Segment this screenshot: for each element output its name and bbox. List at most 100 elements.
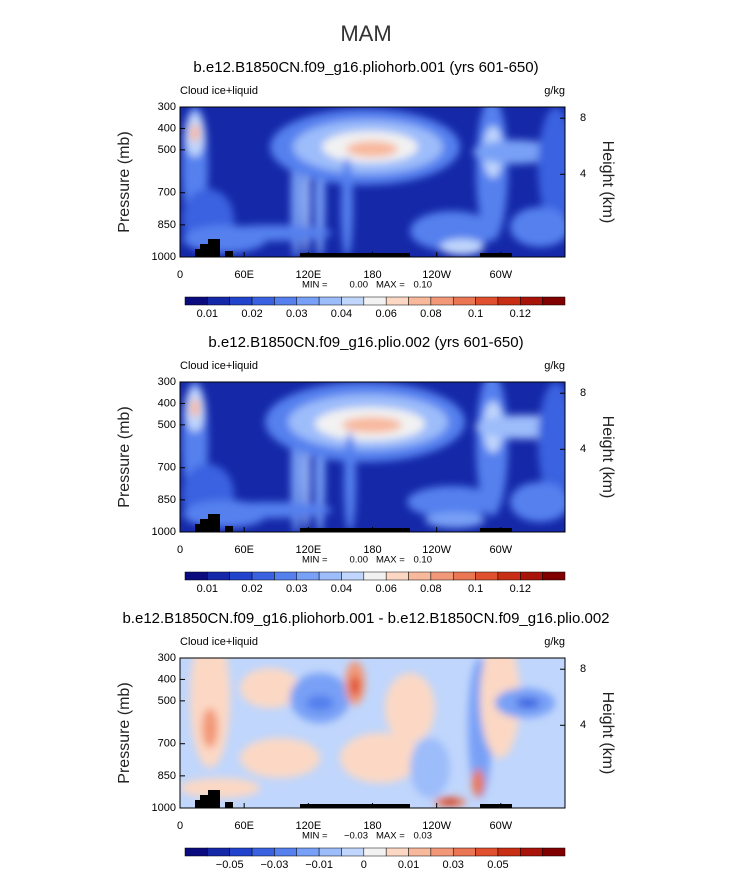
contour-region xyxy=(212,502,332,518)
terrain xyxy=(480,253,512,257)
y-tick-label: 300 xyxy=(158,101,176,113)
terrain xyxy=(300,253,410,257)
colorbar-box xyxy=(497,571,521,581)
y-tick-label: 1000 xyxy=(152,802,176,814)
colorbar-label: 0 xyxy=(361,859,367,871)
x-tick-label: 60E xyxy=(234,544,254,556)
y-tick-label: 300 xyxy=(158,376,176,388)
colorbar-label: 0.01 xyxy=(398,859,419,871)
contour-region xyxy=(516,698,540,708)
y2-tick-label: 4 xyxy=(580,168,586,180)
y2-tick-label: 4 xyxy=(580,719,586,731)
y-tick-label: 850 xyxy=(158,219,176,231)
terrain xyxy=(480,528,512,532)
x-tick-label: 0 xyxy=(177,544,183,556)
colorbar-box xyxy=(408,296,432,306)
colorbar-box xyxy=(207,571,230,581)
colorbar-label: 0.08 xyxy=(420,583,441,595)
contour-region xyxy=(350,676,360,696)
figure-title: MAM xyxy=(340,21,391,46)
colorbar-label: 0.12 xyxy=(510,583,531,595)
terrain xyxy=(208,790,220,808)
terrain xyxy=(480,804,512,808)
colorbar-box xyxy=(430,571,454,581)
x-tick-label: 120E xyxy=(295,269,321,281)
colorbar-box xyxy=(341,847,365,857)
y-tick-label: 500 xyxy=(158,695,176,707)
contour-region xyxy=(190,399,200,417)
contour-region xyxy=(341,157,353,257)
colorbar-box xyxy=(274,571,298,581)
x-tick-label: 120W xyxy=(422,544,451,556)
contour-field xyxy=(180,382,565,532)
x-tick-label: 180 xyxy=(363,820,381,832)
colorbar-label: 0.02 xyxy=(241,308,262,320)
min-value: −0.03 xyxy=(344,831,368,842)
y-axis-title: Pressure (mb) xyxy=(116,682,133,783)
colorbar-box xyxy=(497,847,521,857)
colorbar-label: 0.02 xyxy=(241,583,262,595)
y2-axis-title: Height (km) xyxy=(599,416,616,499)
contour-regions xyxy=(182,382,565,532)
field-label: Cloud ice+liquid xyxy=(180,85,258,97)
colorbar-box xyxy=(408,847,432,857)
colorbar-box xyxy=(207,847,230,857)
colorbar-box xyxy=(341,571,365,581)
colorbar-box xyxy=(542,571,566,581)
contour-regions xyxy=(182,107,565,257)
colorbar-label: 0.05 xyxy=(487,859,508,871)
max-label: MAX = xyxy=(376,555,405,566)
colorbar-box xyxy=(274,847,298,857)
colorbar-box xyxy=(363,571,387,581)
terrain xyxy=(200,244,210,257)
colorbar-label: −0.03 xyxy=(260,859,288,871)
y-tick-label: 700 xyxy=(158,462,176,474)
colorbar-box xyxy=(184,571,208,581)
max-value: 0.03 xyxy=(414,831,433,842)
contour-region xyxy=(538,382,565,502)
colorbar-label: 0.04 xyxy=(331,583,352,595)
colorbar-label: 0.08 xyxy=(420,308,441,320)
y-tick-label: 700 xyxy=(158,187,176,199)
colorbar-box xyxy=(251,847,275,857)
panel-title: b.e12.B1850CN.f09_g16.plio.002 (yrs 601-… xyxy=(208,334,523,351)
y2-axis-title: Height (km) xyxy=(599,692,616,775)
colorbar-label: 0.12 xyxy=(510,308,531,320)
colorbar-box xyxy=(452,571,476,581)
contour-region xyxy=(442,799,458,805)
y-tick-label: 850 xyxy=(158,770,176,782)
colorbar-box xyxy=(229,571,253,581)
colorbar-box xyxy=(229,847,253,857)
colorbar-box xyxy=(452,847,476,857)
terrain xyxy=(300,804,410,808)
contour-region xyxy=(385,673,435,743)
y2-tick-label: 8 xyxy=(580,112,586,124)
contour-region xyxy=(202,708,218,748)
contour-regions xyxy=(180,658,555,807)
contour-region xyxy=(440,239,484,255)
contour-region xyxy=(407,486,497,518)
field-label: Cloud ice+liquid xyxy=(180,636,258,648)
contour-region xyxy=(190,124,200,142)
colorbar-label: 0.03 xyxy=(286,308,307,320)
colorbar-box xyxy=(475,847,499,857)
contour-region xyxy=(240,738,320,778)
contour-region xyxy=(510,207,565,247)
colorbar-box xyxy=(274,296,298,306)
colorbar-box xyxy=(542,296,566,306)
contour-region xyxy=(510,482,565,522)
panel-title: b.e12.B1850CN.f09_g16.pliohorb.001 (yrs … xyxy=(193,59,538,76)
colorbar-box xyxy=(229,296,253,306)
contour-field xyxy=(180,107,565,257)
colorbar-box xyxy=(520,847,543,857)
colorbar-box xyxy=(318,847,342,857)
contour-field xyxy=(180,658,565,808)
colorbar-box xyxy=(520,296,543,306)
contour-region xyxy=(342,417,402,433)
colorbar-box xyxy=(318,571,342,581)
colorbar-box xyxy=(542,847,566,857)
colorbar-label: 0.1 xyxy=(468,308,483,320)
x-tick-label: 60E xyxy=(234,820,254,832)
colorbar-box xyxy=(385,296,409,306)
x-tick-label: 120E xyxy=(295,820,321,832)
